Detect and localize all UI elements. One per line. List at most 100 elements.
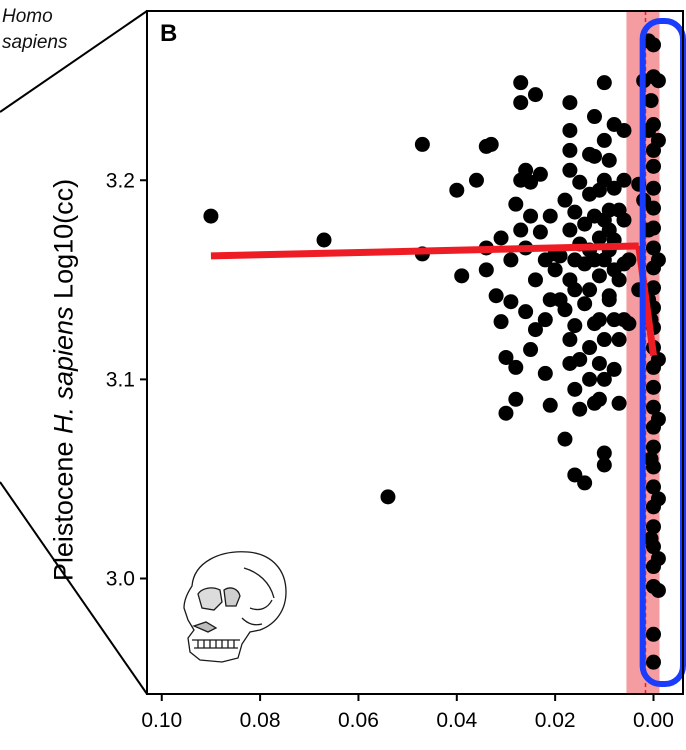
data-point — [523, 342, 539, 358]
x-tick-label: 0.00 — [633, 709, 674, 732]
data-point — [513, 222, 529, 238]
data-point — [650, 351, 666, 367]
data-point — [562, 332, 578, 348]
data-point — [645, 158, 661, 174]
data-point — [527, 322, 543, 338]
data-point — [557, 192, 573, 208]
data-point — [503, 252, 519, 268]
data-point — [508, 359, 524, 375]
data-point — [601, 152, 617, 168]
data-point — [316, 232, 332, 248]
data-point — [493, 230, 509, 246]
x-tick-label: 0.04 — [436, 709, 477, 732]
skull-icon — [183, 551, 287, 663]
data-point — [596, 75, 612, 91]
data-point — [616, 172, 632, 188]
zoom-connector-bottom — [0, 481, 148, 695]
data-point — [498, 405, 514, 421]
data-point — [562, 95, 578, 111]
data-point — [537, 365, 553, 381]
data-point — [596, 132, 612, 148]
corner-label-line2: sapiens — [2, 32, 68, 53]
x-tick-label: 0.06 — [338, 709, 379, 732]
data-point — [577, 296, 593, 312]
corner-label: Homo sapiens — [2, 4, 68, 56]
data-point — [527, 87, 543, 103]
data-point — [532, 224, 548, 240]
data-point — [586, 109, 602, 125]
data-point — [645, 654, 661, 670]
data-point — [645, 200, 661, 216]
data-point — [567, 282, 583, 298]
data-point — [645, 626, 661, 642]
data-point — [537, 312, 553, 328]
data-point — [449, 182, 465, 198]
data-point — [596, 457, 612, 473]
data-point — [567, 204, 583, 220]
data-point — [650, 252, 666, 268]
data-point — [645, 220, 661, 236]
data-point — [645, 180, 661, 196]
data-point — [611, 332, 627, 348]
data-point — [645, 479, 661, 495]
data-point — [567, 381, 583, 397]
data-point — [498, 349, 514, 365]
data-point — [611, 272, 627, 288]
data-point — [645, 117, 661, 133]
data-point — [542, 397, 558, 413]
y-tick-label: 3.0 — [106, 568, 135, 591]
data-point — [508, 391, 524, 407]
data-point — [591, 391, 607, 407]
data-point — [606, 361, 622, 377]
data-point — [643, 531, 659, 547]
data-point — [616, 122, 632, 138]
corner-label-line1: Homo — [2, 6, 53, 27]
data-point — [572, 174, 588, 190]
data-point — [414, 136, 430, 152]
data-point — [203, 208, 219, 224]
data-point — [650, 491, 666, 507]
data-point — [552, 248, 568, 264]
data-point — [562, 222, 578, 238]
data-point — [513, 95, 529, 111]
data-point — [586, 148, 602, 164]
data-point — [532, 166, 548, 182]
data-point — [468, 172, 484, 188]
data-point — [518, 304, 534, 320]
data-point — [645, 240, 661, 256]
plot-frame — [146, 10, 684, 695]
fit-line — [210, 242, 639, 260]
data-point — [645, 519, 661, 535]
data-point — [562, 162, 578, 178]
data-point — [527, 272, 543, 288]
data-point — [621, 316, 637, 332]
data-point — [650, 73, 666, 89]
data-point — [380, 489, 396, 505]
data-point — [621, 252, 637, 268]
data-point — [616, 212, 632, 228]
data-point — [596, 332, 612, 348]
data-point — [577, 475, 593, 491]
data-point — [582, 282, 598, 298]
data-point — [562, 122, 578, 138]
data-point — [547, 262, 563, 278]
x-tick-label: 0.10 — [141, 709, 182, 732]
data-point — [645, 280, 661, 296]
data-point — [518, 162, 534, 178]
data-point — [645, 439, 661, 455]
data-point — [493, 314, 509, 330]
data-point — [591, 355, 607, 371]
data-point — [643, 93, 659, 109]
data-point — [557, 302, 573, 318]
data-point — [611, 395, 627, 411]
data-point — [591, 268, 607, 284]
data-point — [596, 371, 612, 387]
data-point — [542, 208, 558, 224]
x-tick-label: 0.02 — [535, 709, 576, 732]
data-point — [557, 431, 573, 447]
data-point — [650, 411, 666, 427]
data-point — [508, 196, 524, 212]
data-point — [650, 132, 666, 148]
data-point — [596, 445, 612, 461]
